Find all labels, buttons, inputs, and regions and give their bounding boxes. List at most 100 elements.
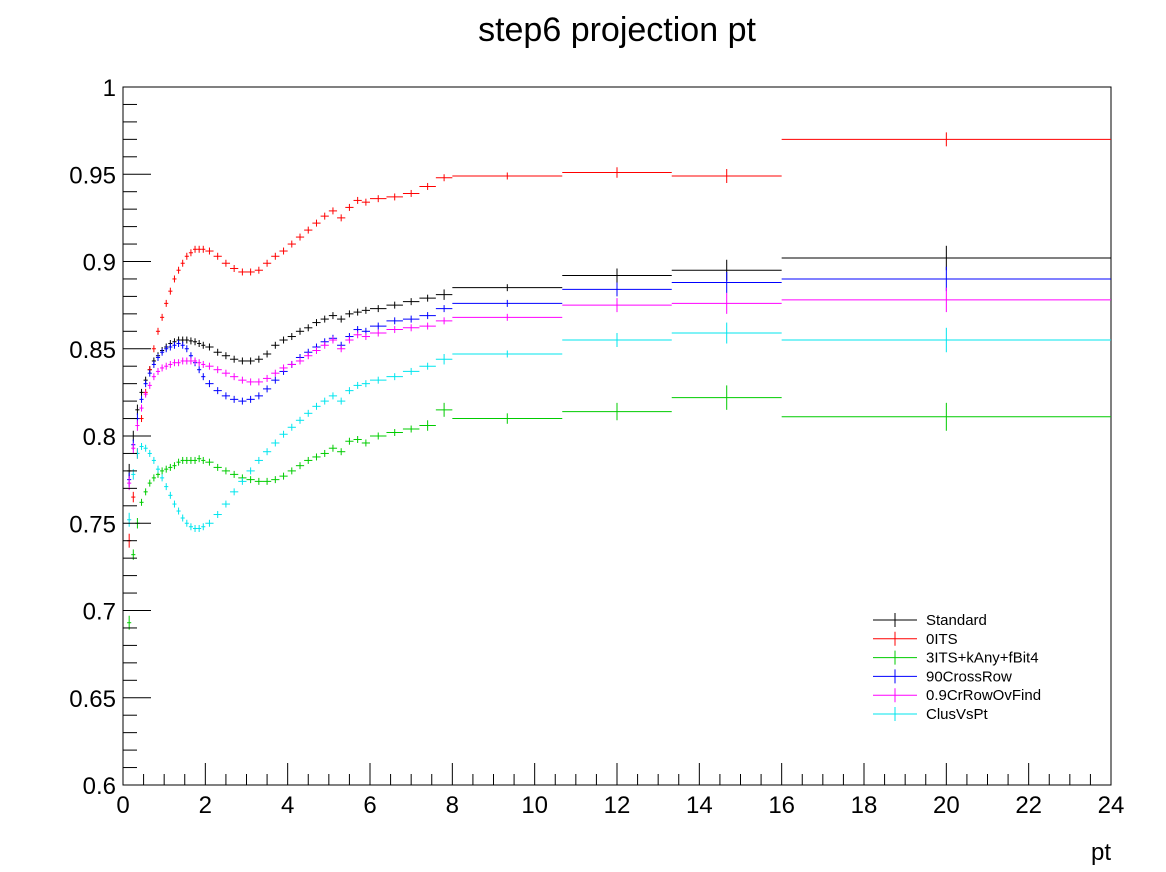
data-point [271,376,280,384]
data-point [238,376,247,384]
data-point [201,245,206,253]
y-tick-label: 0.6 [83,773,116,800]
data-point [139,442,144,450]
data-point [361,333,370,341]
data-point [147,449,152,457]
data-point [419,420,436,431]
data-point [139,388,144,396]
x-tick-label: 20 [933,792,960,819]
data-point [184,357,189,365]
data-point [361,198,370,206]
data-point [151,360,156,368]
data-point [205,343,214,351]
data-point [246,395,255,403]
data-point [287,333,296,341]
legend-label: ClusVsPt [926,706,989,723]
data-point [262,259,272,267]
data-point [131,442,136,454]
data-point [452,172,563,180]
data-point [435,289,453,300]
data-point [176,340,181,348]
data-point [164,299,169,307]
data-point [320,449,329,457]
data-point [370,322,387,330]
data-point [192,456,198,464]
x-tick-label: 24 [1098,792,1125,819]
legend-entry: 3ITS+kAny+fBit4 [873,650,1039,667]
data-point [180,341,185,349]
data-point [402,425,420,433]
data-point [279,472,288,480]
data-point [160,474,165,482]
data-point [172,275,177,283]
chart-title: step6 projection pt [478,11,756,49]
data-point [147,479,152,487]
data-point [345,310,354,318]
data-point [238,268,247,276]
data-point [386,373,403,381]
data-point [320,315,329,323]
data-point [160,364,165,372]
data-point [139,498,144,506]
data-point [201,360,206,368]
data-point [168,287,173,295]
x-tick-label: 4 [281,792,294,819]
data-point [271,252,280,260]
data-point [151,345,156,353]
data-point [361,306,370,314]
x-tick-label: 6 [363,792,376,819]
legend-entry: ClusVsPt [873,706,989,723]
data-point [180,357,185,365]
data-point [271,369,280,377]
data-point [221,352,231,360]
data-point [353,381,362,389]
data-point [287,423,296,431]
data-point [402,189,420,197]
data-point [205,519,214,527]
data-point [221,467,231,475]
data-point [435,305,453,313]
data-point [419,182,436,190]
x-axis-label: pt [1091,839,1111,866]
data-point [184,519,189,527]
data-point [345,437,354,445]
data-point [304,226,313,234]
data-point [197,245,202,253]
data-point [337,315,346,323]
data-point [781,402,1111,431]
data-point [279,336,288,344]
y-tick-label: 0.95 [69,162,116,189]
data-point [180,456,185,464]
data-point [562,268,672,283]
data-point [176,266,181,274]
data-point [328,312,338,320]
x-tick-label: 22 [1015,792,1042,819]
data-point [320,397,329,405]
series-2 [127,385,1111,630]
data-point [419,362,436,370]
data-point [435,402,453,417]
y-tick-label: 0.85 [69,337,116,364]
data-point [176,359,181,367]
legend-label: Standard [926,612,987,629]
data-point [135,420,140,431]
data-point [452,350,563,358]
data-point [386,317,403,325]
data-point [337,214,346,222]
data-point [312,319,321,327]
data-point [452,284,563,292]
data-point [230,373,239,381]
data-point [295,357,305,365]
y-tick-label: 1 [103,75,116,102]
data-point [127,615,132,630]
data-point [221,392,231,400]
data-point [337,397,346,405]
data-point [262,448,272,456]
data-point [254,392,263,400]
data-point [164,465,169,473]
data-point [213,348,222,356]
data-point [246,378,255,386]
data-point [192,245,198,253]
data-point [271,341,280,349]
